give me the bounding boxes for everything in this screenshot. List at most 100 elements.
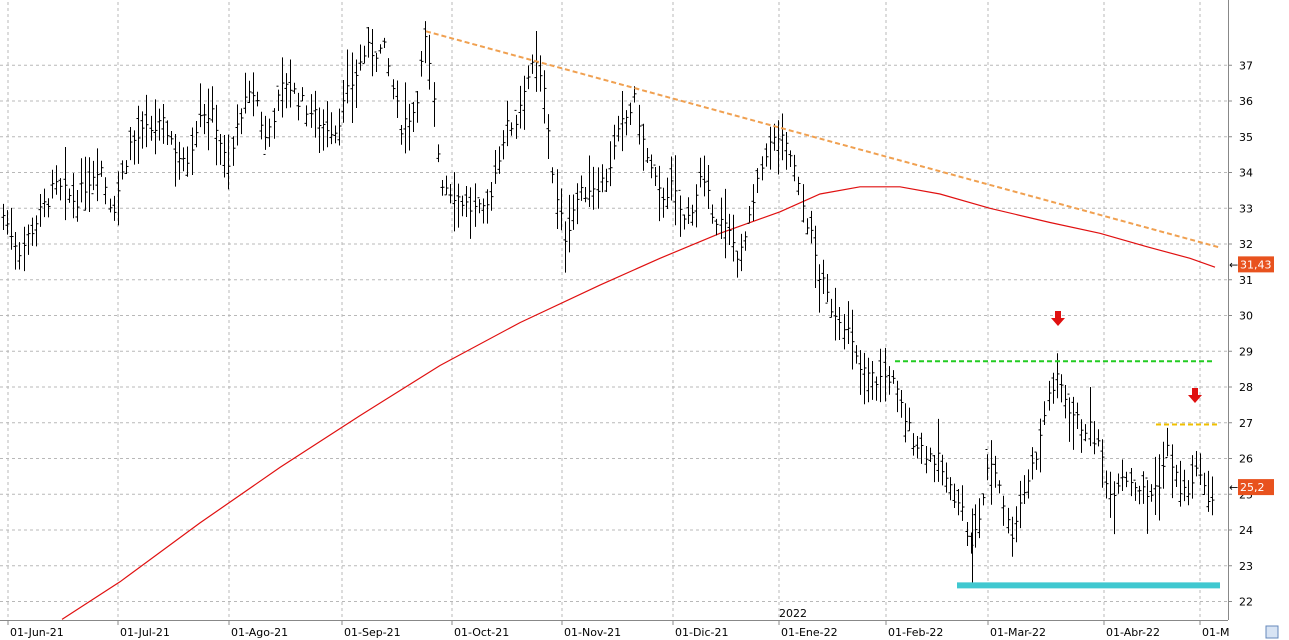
ohlc-bar <box>1030 447 1035 480</box>
ohlc-bar <box>743 231 748 251</box>
ohlc-bar <box>120 160 125 180</box>
ohlc-bar <box>1133 479 1138 501</box>
ohlc-bar <box>1206 470 1211 512</box>
ohlc-bar <box>956 488 961 516</box>
ohlc-bar <box>95 148 100 202</box>
ohlc-bar <box>124 160 129 174</box>
ohlc-bar <box>280 57 285 118</box>
ohlc-bar <box>489 182 494 211</box>
ohlc-bar <box>936 418 941 482</box>
ohlc-bar <box>116 171 121 226</box>
ohlc-bar <box>63 147 68 221</box>
y-tick-label: 27 <box>1239 417 1253 430</box>
ohlc-bar <box>1112 481 1117 535</box>
ohlc-bar <box>915 435 920 459</box>
ohlc-bar <box>776 120 781 175</box>
ohlc-bar <box>460 195 465 217</box>
ohlc-bar <box>218 133 223 165</box>
ohlc-bar <box>809 210 814 244</box>
ohlc-bar <box>985 448 990 481</box>
ohlc-bar <box>1174 464 1179 487</box>
ohlc-bar <box>571 194 576 230</box>
ohlc-bar <box>358 44 363 71</box>
ohlc-bar <box>665 177 670 210</box>
ohlc-bar <box>731 214 736 262</box>
ohlc-bar <box>1079 419 1084 453</box>
ohlc-bar <box>464 185 469 217</box>
ohlc-bar <box>825 273 830 304</box>
ohlc-bar <box>522 75 527 130</box>
ohlc-bar <box>924 446 929 474</box>
ohlc-bar <box>255 91 260 107</box>
ohlc-bar <box>391 79 396 100</box>
ohlc-bar <box>940 454 945 486</box>
ohlc-bar <box>128 126 133 161</box>
price-tag: ← 31,43 <box>1229 256 1274 273</box>
ohlc-bar <box>17 242 22 270</box>
ohlc-bar <box>214 104 219 166</box>
ohlc-bar <box>13 231 18 270</box>
ohlc-bar <box>805 218 810 235</box>
ohlc-bar <box>1071 396 1076 450</box>
ohlc-bar <box>583 186 588 203</box>
ohlc-bar <box>1178 460 1183 507</box>
levels <box>425 30 1221 589</box>
ohlc-bar <box>870 361 875 400</box>
ohlc-bar <box>239 108 244 135</box>
ohlc-bar <box>395 80 400 119</box>
ohlc-bar <box>887 366 892 395</box>
ohlc-bar <box>337 108 342 146</box>
ohlc-bar <box>911 433 916 456</box>
y-tick-label: 28 <box>1239 381 1253 394</box>
ohlc-bar <box>1034 451 1039 470</box>
ohlc-bar <box>1063 385 1068 419</box>
ohlc-bar <box>313 90 318 138</box>
ohlc-bar <box>144 94 149 148</box>
ohlc-bar <box>132 130 137 165</box>
ohlc-bar <box>796 176 801 196</box>
ohlc-bar <box>292 82 297 94</box>
ohlc-bar <box>1014 506 1019 543</box>
ohlc-bar <box>682 214 687 230</box>
ohlc-bar <box>173 134 178 187</box>
ohlc-bar <box>596 167 601 209</box>
ohlc-bar <box>477 197 482 214</box>
chart-settings-icon[interactable] <box>1265 625 1279 639</box>
ohlc-bar <box>473 183 478 227</box>
moving-average-line <box>61 186 1216 620</box>
ohlc-bar <box>612 124 617 160</box>
ohlc-bar <box>1149 484 1154 502</box>
ohlc-bar <box>99 160 104 177</box>
ohlc-bar <box>1198 453 1203 486</box>
ohlc-bar <box>427 34 432 90</box>
ohlc-bar <box>284 73 289 109</box>
y-tick-label: 32 <box>1239 238 1253 251</box>
ohlc-bar <box>1001 495 1006 526</box>
ohlc-bar <box>1092 421 1097 455</box>
y-tick-label: 26 <box>1239 453 1253 466</box>
price-tag-label: 25,2 <box>1240 481 1265 494</box>
ohlc-bar <box>977 498 982 539</box>
ohlc-bar <box>329 112 334 145</box>
ohlc-bar <box>903 403 908 443</box>
ohlc-bar <box>538 55 543 92</box>
ohlc-bar <box>440 180 445 196</box>
ohlc-bar <box>226 134 231 190</box>
ohlc-bar <box>42 188 47 218</box>
ohlc-bar <box>792 154 797 182</box>
ohlc-bar <box>501 130 506 160</box>
ohlc-bar <box>833 287 838 341</box>
ohlc-bar <box>628 102 633 126</box>
ohlc-bar <box>1190 455 1195 499</box>
ohlc-bar <box>202 103 207 135</box>
ohlc-bar <box>190 127 195 176</box>
ohlc-bar <box>108 198 113 213</box>
ohlc-bar <box>764 143 769 167</box>
ohlc-bar <box>296 92 301 121</box>
price-tag: ← 25,2 <box>1229 479 1274 496</box>
y-tick-label: 35 <box>1239 131 1253 144</box>
ohlc-bar <box>194 120 199 148</box>
ohlc-bar <box>169 131 174 145</box>
ohlc-bar <box>1088 387 1093 447</box>
ohlc-bar <box>276 85 281 111</box>
